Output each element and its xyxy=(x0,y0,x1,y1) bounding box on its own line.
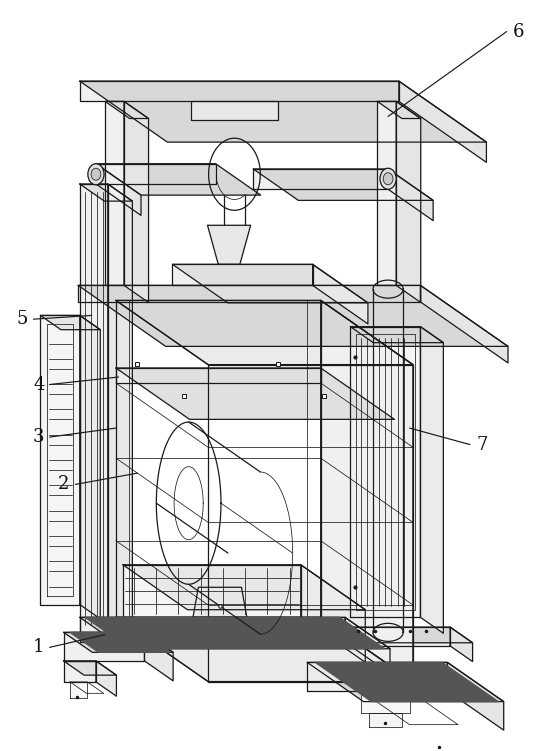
Polygon shape xyxy=(348,627,450,646)
Polygon shape xyxy=(447,662,503,730)
Polygon shape xyxy=(80,184,108,632)
Polygon shape xyxy=(116,368,395,419)
Polygon shape xyxy=(191,101,278,120)
Polygon shape xyxy=(144,632,173,681)
Polygon shape xyxy=(40,315,100,330)
Text: 2: 2 xyxy=(58,475,70,493)
Polygon shape xyxy=(450,627,473,662)
Polygon shape xyxy=(70,682,87,698)
Polygon shape xyxy=(116,300,413,365)
Polygon shape xyxy=(64,661,96,682)
Polygon shape xyxy=(40,315,80,605)
Polygon shape xyxy=(253,169,388,189)
Polygon shape xyxy=(253,169,433,201)
Polygon shape xyxy=(350,327,444,342)
Polygon shape xyxy=(307,662,447,691)
Polygon shape xyxy=(78,285,420,302)
Polygon shape xyxy=(123,565,301,617)
Polygon shape xyxy=(64,632,173,653)
Polygon shape xyxy=(80,315,100,619)
Polygon shape xyxy=(350,327,420,617)
Polygon shape xyxy=(315,662,498,701)
Polygon shape xyxy=(301,565,365,662)
Text: 4: 4 xyxy=(33,376,45,394)
Polygon shape xyxy=(80,81,399,101)
Polygon shape xyxy=(116,368,321,383)
Polygon shape xyxy=(96,661,116,696)
Polygon shape xyxy=(307,662,503,701)
Text: 6: 6 xyxy=(513,23,524,41)
Polygon shape xyxy=(313,264,368,324)
Polygon shape xyxy=(348,627,473,643)
Polygon shape xyxy=(64,632,144,661)
Polygon shape xyxy=(377,101,396,285)
Polygon shape xyxy=(420,327,444,633)
Polygon shape xyxy=(377,101,421,119)
Polygon shape xyxy=(78,285,508,346)
Polygon shape xyxy=(80,184,133,201)
Polygon shape xyxy=(396,101,421,303)
Polygon shape xyxy=(105,101,149,119)
Polygon shape xyxy=(80,81,486,142)
Polygon shape xyxy=(208,225,251,264)
Polygon shape xyxy=(420,285,508,363)
Polygon shape xyxy=(64,661,116,675)
Text: 1: 1 xyxy=(33,638,45,656)
Polygon shape xyxy=(193,587,247,617)
Polygon shape xyxy=(85,617,385,649)
Polygon shape xyxy=(123,565,365,610)
Polygon shape xyxy=(108,184,133,650)
Polygon shape xyxy=(80,617,345,642)
Polygon shape xyxy=(70,632,170,653)
Polygon shape xyxy=(321,300,413,682)
Ellipse shape xyxy=(380,168,396,189)
Polygon shape xyxy=(96,164,216,184)
Polygon shape xyxy=(399,81,486,162)
Ellipse shape xyxy=(88,164,104,185)
Polygon shape xyxy=(105,101,124,285)
Polygon shape xyxy=(345,617,390,674)
Polygon shape xyxy=(172,264,368,303)
Polygon shape xyxy=(388,169,433,221)
Polygon shape xyxy=(172,264,313,285)
Polygon shape xyxy=(369,713,402,727)
Ellipse shape xyxy=(91,168,101,180)
Polygon shape xyxy=(361,691,410,713)
Text: 5: 5 xyxy=(17,310,29,328)
Text: 3: 3 xyxy=(33,428,45,446)
Polygon shape xyxy=(116,617,413,682)
Ellipse shape xyxy=(383,173,393,185)
Polygon shape xyxy=(124,101,149,303)
Text: 7: 7 xyxy=(476,436,488,454)
Polygon shape xyxy=(80,617,390,649)
Polygon shape xyxy=(96,164,261,195)
Polygon shape xyxy=(96,164,141,216)
